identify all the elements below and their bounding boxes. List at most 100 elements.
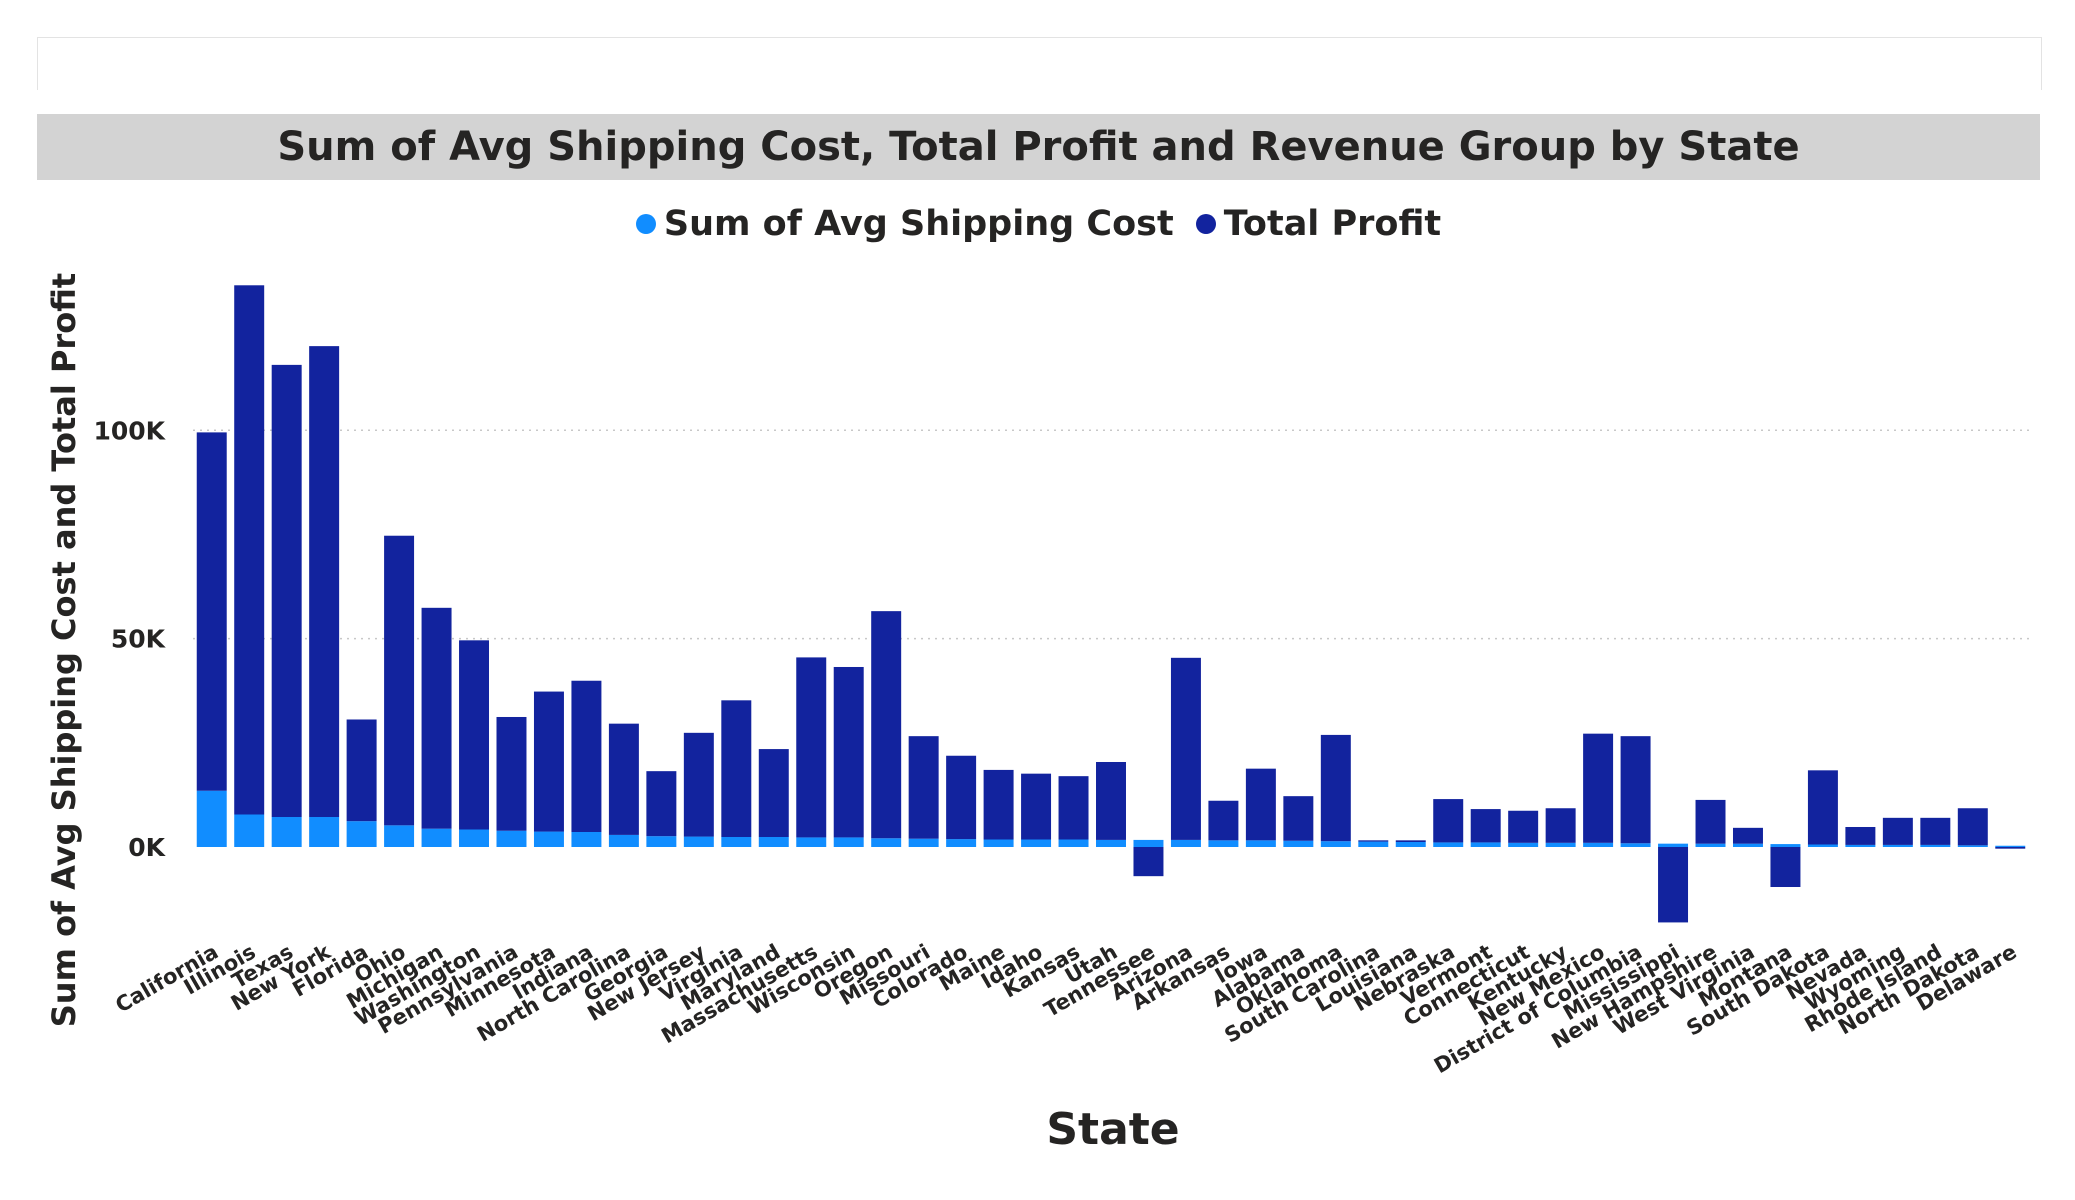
bar-total-profit <box>683 732 714 837</box>
bar-total-profit <box>309 346 340 817</box>
bar-shipping-cost <box>533 831 564 847</box>
bar-total-profit <box>1208 800 1239 841</box>
bar-total-profit <box>1470 809 1501 843</box>
y-tick-label: 50K <box>111 625 167 654</box>
bar-total-profit <box>833 666 864 838</box>
bar-shipping-cost <box>1508 842 1539 847</box>
bar-shipping-cost <box>608 834 639 847</box>
bar-shipping-cost <box>796 837 827 847</box>
legend-label-shipping: Sum of Avg Shipping Cost <box>663 204 1174 244</box>
legend-marker-shipping <box>635 214 656 234</box>
bar-total-profit <box>1058 776 1089 840</box>
bar-total-profit <box>721 700 752 837</box>
bar-total-profit <box>1920 817 1951 845</box>
bar-shipping-cost <box>1545 842 1576 847</box>
y-tick-label: 0K <box>128 833 166 862</box>
bar-shipping-cost <box>1433 842 1464 847</box>
bar-total-profit <box>1245 768 1276 841</box>
bar-total-profit <box>234 285 265 815</box>
bar-total-profit <box>1620 736 1651 844</box>
bar-shipping-cost <box>1695 843 1726 847</box>
bar-shipping-cost <box>646 836 677 847</box>
bar-total-profit <box>608 723 639 835</box>
bar-shipping-cost <box>1320 841 1351 847</box>
bar-total-profit <box>1096 761 1126 840</box>
legend-marker-profit <box>1195 214 1216 234</box>
bar-shipping-cost <box>196 790 227 847</box>
bar-total-profit <box>1882 817 1913 845</box>
bar-shipping-cost <box>1208 840 1239 847</box>
bar-total-profit <box>946 755 977 840</box>
bar-shipping-cost <box>908 838 939 847</box>
top-panel <box>37 37 2042 90</box>
bar-shipping-cost <box>496 830 527 847</box>
bar-shipping-cost <box>721 836 752 847</box>
bar-total-profit <box>1732 827 1763 844</box>
bar-shipping-cost <box>571 831 602 847</box>
bar-total-profit <box>646 771 677 837</box>
bar-total-profit <box>459 640 490 830</box>
bar-shipping-cost <box>309 816 340 847</box>
bar-shipping-cost <box>1732 843 1763 847</box>
bar-shipping-cost <box>1245 840 1276 847</box>
x-axis-title: State <box>1046 1104 1179 1155</box>
chart-title: Sum of Avg Shipping Cost, Total Profit a… <box>277 124 1800 170</box>
bar-shipping-cost <box>1058 839 1089 847</box>
bar-shipping-cost <box>758 836 789 847</box>
bar-total-profit <box>1433 799 1464 843</box>
bar-total-profit <box>533 691 564 832</box>
bar-total-profit <box>908 736 939 839</box>
bar-total-profit <box>1807 770 1838 845</box>
bar-total-profit <box>421 607 452 829</box>
bar-total-profit <box>1170 657 1201 840</box>
bar-shipping-cost <box>1995 845 2026 847</box>
chart-visual[interactable]: Sum of Avg Shipping Cost, Total Profit a… <box>37 114 2040 1194</box>
bar-total-profit <box>1358 840 1389 842</box>
bar-total-profit <box>271 364 302 817</box>
bar-shipping-cost <box>271 816 302 847</box>
bar-shipping-cost <box>384 825 415 847</box>
bar-shipping-cost <box>1170 839 1201 847</box>
bar-total-profit <box>1583 733 1614 843</box>
bar-total-profit <box>983 769 1014 840</box>
y-tick-label: 100K <box>93 416 166 445</box>
bar-shipping-cost <box>1021 839 1052 847</box>
bar-shipping-cost <box>1395 841 1426 847</box>
legend-item-profit[interactable]: Total Profit <box>1195 204 1441 244</box>
bar-shipping-cost <box>1283 840 1314 847</box>
bar-total-profit <box>1658 847 1689 923</box>
bar-total-profit <box>496 716 527 831</box>
bar-total-profit <box>1995 847 2026 849</box>
bar-shipping-cost <box>1133 839 1164 847</box>
legend-item-shipping[interactable]: Sum of Avg Shipping Cost <box>635 204 1174 244</box>
bar-total-profit <box>1133 847 1164 877</box>
bar-shipping-cost <box>421 828 452 847</box>
bar-total-profit <box>1508 810 1539 843</box>
bar-total-profit <box>1695 799 1726 844</box>
bar-total-profit <box>1283 796 1314 841</box>
bar-total-profit <box>346 719 377 822</box>
bar-total-profit <box>1021 773 1052 840</box>
bar-total-profit <box>796 657 827 838</box>
bar-total-profit <box>1545 808 1576 843</box>
bar-total-profit <box>758 749 789 837</box>
bar-shipping-cost <box>871 838 902 847</box>
bar-shipping-cost <box>1658 843 1689 847</box>
bar-total-profit <box>1770 847 1801 888</box>
bar-shipping-cost <box>946 839 977 847</box>
bar-total-profit <box>1845 826 1876 845</box>
bar-shipping-cost <box>459 829 490 847</box>
bar-shipping-cost <box>1882 844 1913 847</box>
bar-shipping-cost <box>234 814 265 847</box>
bar-shipping-cost <box>1583 842 1614 847</box>
bar-shipping-cost <box>1920 844 1951 847</box>
bar-total-profit <box>1957 808 1988 846</box>
bar-total-profit <box>871 611 902 839</box>
bar-shipping-cost <box>1470 842 1501 847</box>
bar-shipping-cost <box>346 821 377 847</box>
chart-legend: Sum of Avg Shipping Cost Total Profit <box>37 194 2040 254</box>
bar-shipping-cost <box>1957 845 1988 847</box>
bar-shipping-cost <box>983 839 1014 847</box>
bar-total-profit <box>384 535 415 826</box>
